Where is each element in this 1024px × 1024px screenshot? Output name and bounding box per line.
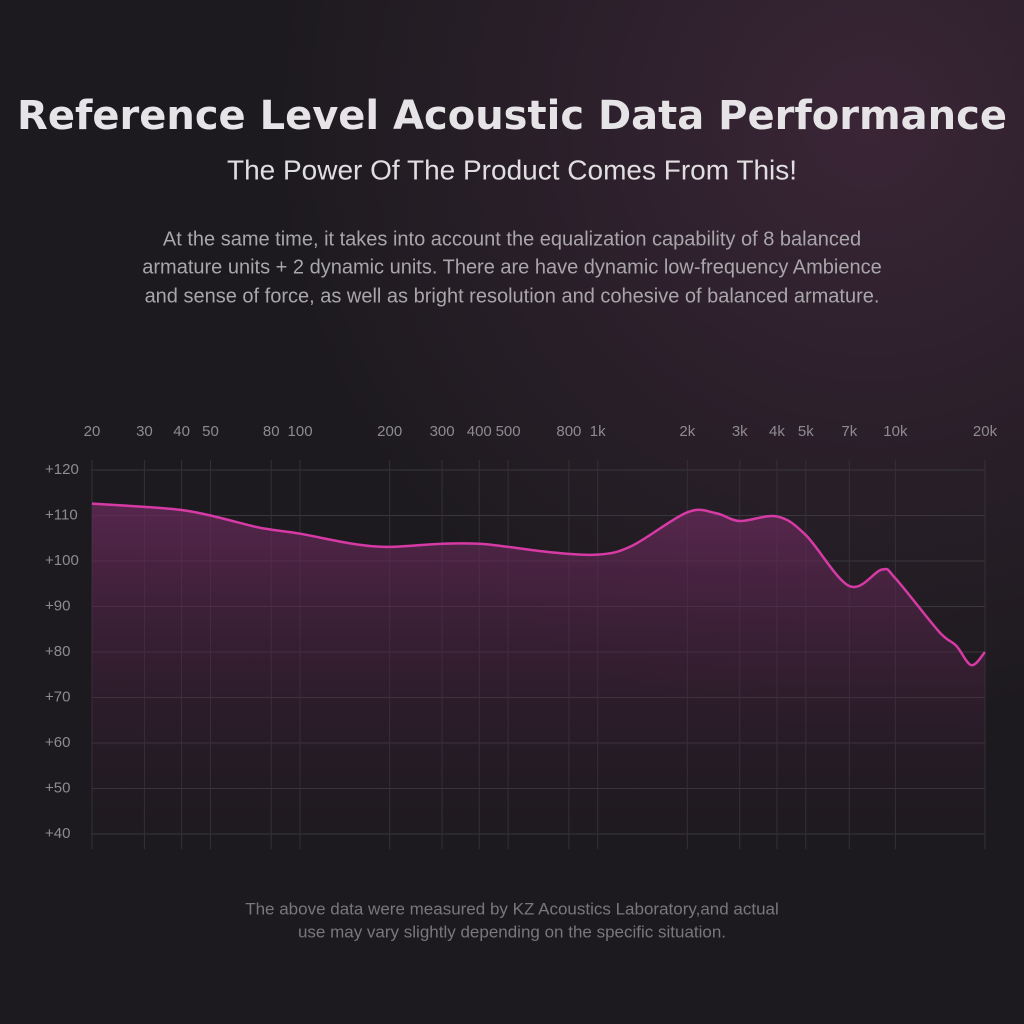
x-tick-label: 300: [430, 423, 455, 440]
y-tick-label: +110: [45, 506, 78, 523]
x-tick-label: 30: [136, 423, 153, 440]
x-tick-label: 500: [496, 423, 521, 440]
description: At the same time, it takes into account …: [163, 228, 861, 250]
y-tick-label: +40: [45, 825, 70, 842]
description: and sense of force, as well as bright re…: [145, 285, 880, 307]
x-tick-label: 5k: [798, 423, 814, 440]
y-tick-label: +120: [45, 461, 79, 478]
footnote: The above data were measured by KZ Acous…: [245, 899, 779, 918]
y-tick-label: +80: [45, 643, 70, 660]
y-tick-label: +50: [45, 779, 70, 796]
x-tick-label: 40: [173, 423, 190, 440]
title: Reference Level Acoustic Data Performanc…: [17, 93, 1007, 139]
y-tick-label: +90: [45, 597, 70, 614]
y-tick-label: +60: [45, 734, 70, 751]
description: armature units + 2 dynamic units. There …: [142, 256, 881, 278]
x-tick-label: 80: [263, 423, 280, 440]
x-tick-label: 100: [288, 423, 313, 440]
subtitle: The Power Of The Product Comes From This…: [227, 154, 797, 185]
response-line: [91, 502, 986, 667]
y-tick-label: +70: [45, 688, 70, 705]
x-tick-label: 400: [467, 423, 492, 440]
x-tick-label: 2k: [679, 423, 695, 440]
x-tick-label: 800: [556, 423, 581, 440]
area-fill: [92, 503, 985, 834]
x-tick-label: 200: [377, 423, 402, 440]
footnote: use may vary slightly depending on the s…: [298, 922, 726, 941]
x-tick-label: 10k: [883, 423, 908, 440]
x-tick-label: 50: [202, 423, 219, 440]
x-tick-label: 4k: [769, 423, 785, 440]
x-tick-label: 3k: [732, 423, 748, 440]
x-tick-label: 1k: [590, 423, 606, 440]
x-tick-label: 20k: [973, 423, 998, 440]
x-tick-label: 20: [84, 423, 101, 440]
y-tick-label: +100: [45, 552, 79, 569]
x-tick-label: 7k: [841, 423, 857, 440]
